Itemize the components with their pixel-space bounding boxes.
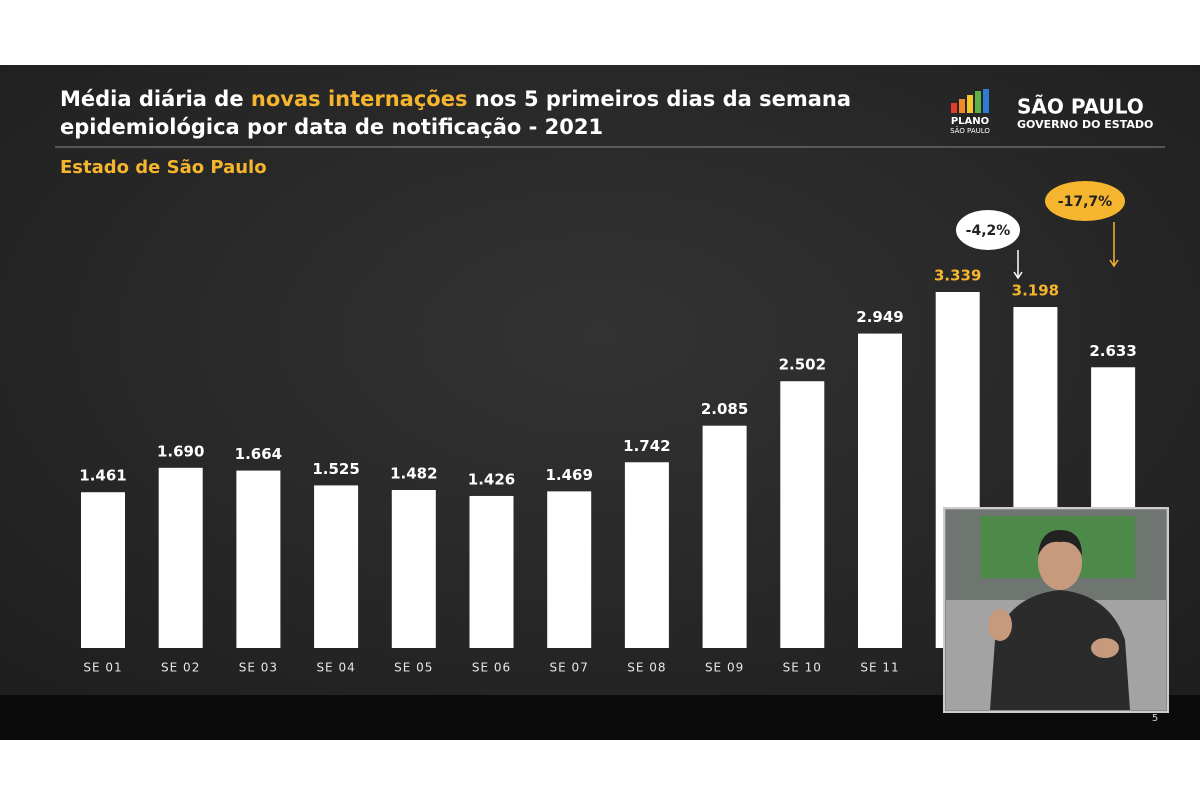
value-label: 3.198	[1012, 282, 1059, 300]
video-person-hand	[1091, 638, 1119, 658]
x-tick-label: SE 04	[316, 661, 355, 675]
bar	[547, 491, 592, 648]
x-tick-label: SE 11	[860, 661, 899, 675]
logo-text: SÃO PAULO	[950, 126, 990, 135]
x-tick-label: SE 09	[705, 661, 744, 675]
value-label: 1.742	[623, 437, 670, 455]
value-label: 2.085	[701, 400, 748, 418]
annotation-bubble	[956, 210, 1020, 250]
value-label: 2.502	[779, 356, 826, 374]
video-person-head	[1038, 534, 1082, 590]
annotation-text: -4,2%	[966, 223, 1011, 239]
video-person-body	[990, 590, 1130, 710]
logo-text: GOVERNO DO ESTADO	[1017, 118, 1153, 131]
bar	[469, 495, 514, 648]
value-label: 1.461	[79, 467, 126, 485]
chart-subtitle: Estado de São Paulo	[60, 157, 267, 178]
value-label: 1.525	[312, 460, 359, 478]
x-tick-label: SE 08	[627, 661, 666, 675]
x-tick-label: SE 10	[783, 661, 822, 675]
value-label: 1.664	[235, 445, 282, 463]
bar	[780, 381, 825, 648]
chart-title: Média diária de novas internações nos 5 …	[60, 87, 851, 111]
bar	[391, 489, 436, 648]
bar	[624, 462, 669, 648]
video-person-hand	[988, 609, 1012, 641]
x-tick-label: SE 06	[472, 661, 511, 675]
value-label: 1.482	[390, 464, 437, 482]
x-tick-label: SE 07	[550, 661, 589, 675]
annotation-text: -17,7%	[1058, 194, 1112, 210]
value-label: 1.426	[468, 470, 515, 488]
video-overlay	[943, 507, 1169, 713]
bar	[314, 485, 359, 648]
value-label: 2.949	[856, 308, 903, 326]
chart-title-line2: epidemiológica por data de notificação -…	[60, 115, 603, 139]
bar	[158, 467, 203, 648]
page-number: 5	[1152, 713, 1158, 724]
annotation-arrowhead	[1013, 271, 1023, 280]
annotation-bubble	[1045, 181, 1125, 221]
plano-logo: PLANO SÃO PAULO	[950, 89, 990, 135]
x-tick-label: SE 01	[83, 661, 122, 675]
governo-logo: SÃO PAULO GOVERNO DO ESTADO	[1017, 95, 1153, 132]
bar	[858, 333, 902, 648]
bar	[236, 470, 281, 648]
value-label: 2.633	[1089, 342, 1136, 360]
value-label: 1.690	[157, 442, 204, 460]
bar	[702, 425, 747, 648]
bar	[81, 492, 125, 648]
logo-text: SÃO PAULO	[1017, 95, 1144, 119]
x-tick-label: SE 05	[394, 661, 433, 675]
value-label: 1.469	[545, 466, 592, 484]
x-tick-label: SE 02	[161, 661, 200, 675]
value-label: 3.339	[934, 267, 981, 285]
x-tick-label: SE 03	[239, 661, 278, 675]
annotation-arrowhead	[1109, 259, 1119, 268]
video-person-hair	[1038, 530, 1082, 556]
logo-text: PLANO	[951, 116, 989, 127]
